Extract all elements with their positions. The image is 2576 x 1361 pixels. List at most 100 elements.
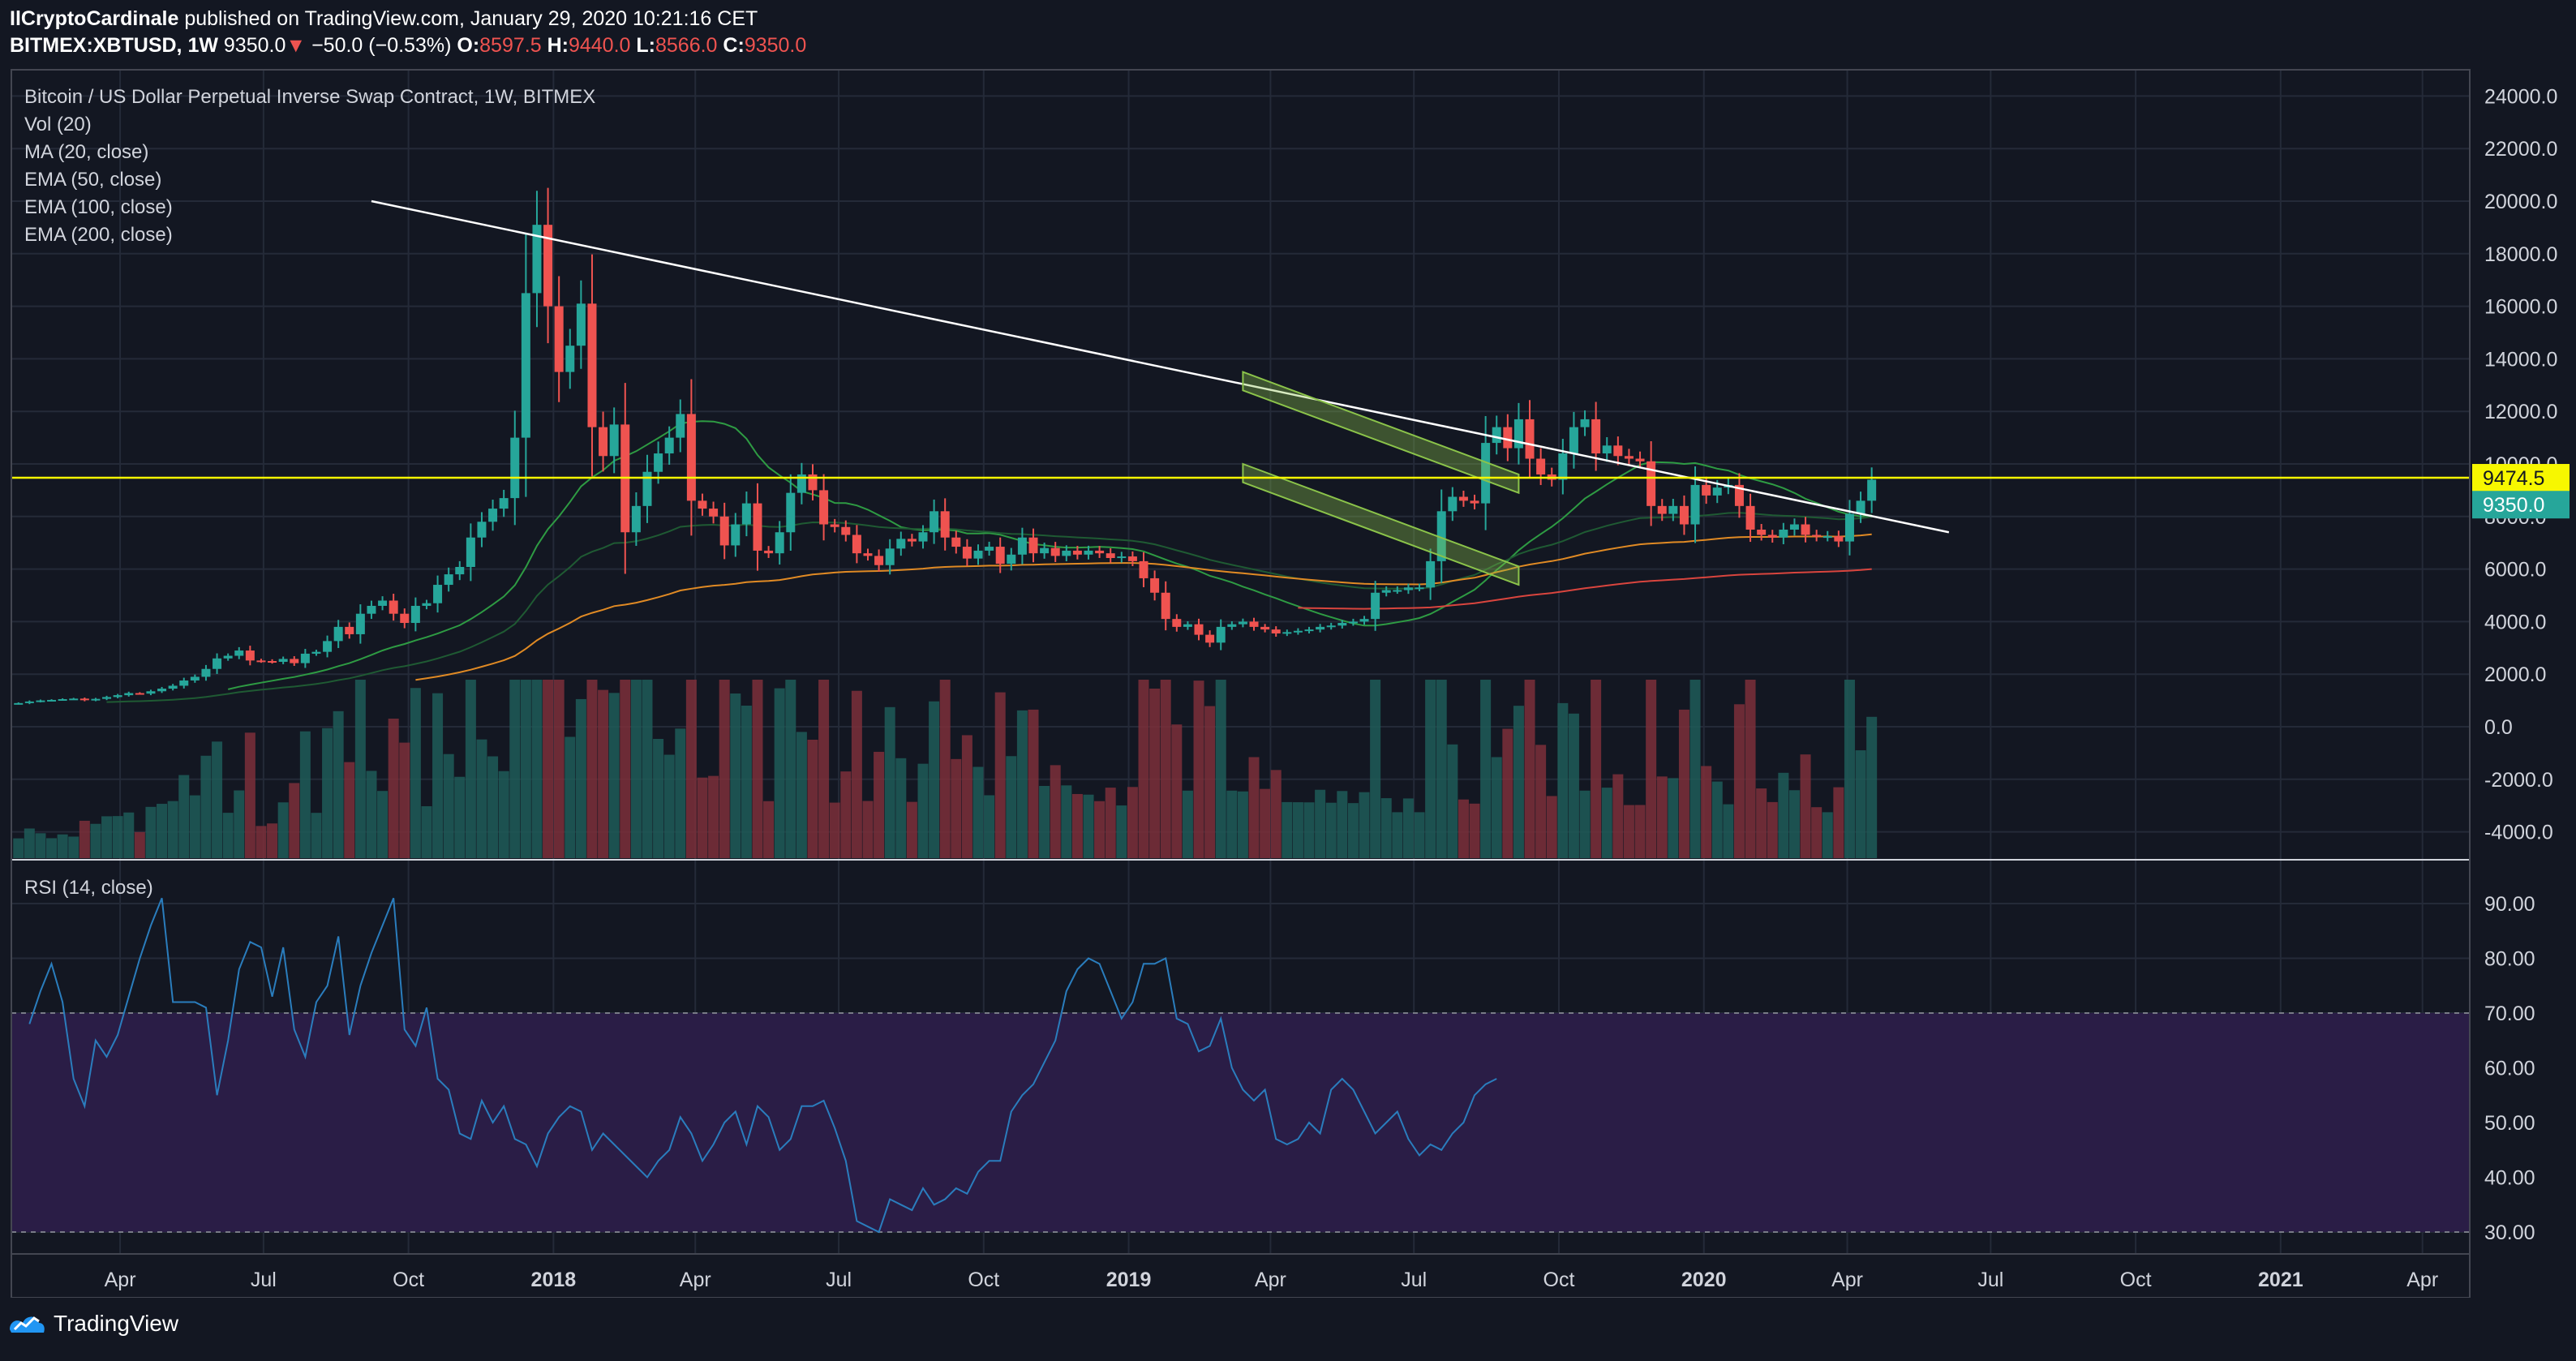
candle[interactable] xyxy=(1525,419,1535,459)
candle[interactable] xyxy=(1734,484,1744,506)
candle[interactable] xyxy=(488,509,498,522)
legend-ema200[interactable]: EMA (200, close) xyxy=(24,224,173,246)
candle[interactable] xyxy=(642,471,652,506)
candle[interactable] xyxy=(1050,547,1060,556)
candle[interactable] xyxy=(466,537,475,568)
candle[interactable] xyxy=(1183,624,1192,627)
candle[interactable] xyxy=(1702,484,1711,496)
candle[interactable] xyxy=(796,474,806,493)
candle[interactable] xyxy=(521,293,530,438)
candle[interactable] xyxy=(1492,427,1501,444)
channel-upper-band[interactable] xyxy=(1242,371,1520,495)
candle[interactable] xyxy=(554,306,564,372)
price-chart[interactable]: 24000.0 22000.0 20000.0 18000.0 16000.0 14000… xyxy=(0,0,2576,1298)
candle[interactable] xyxy=(1337,623,1347,626)
candle[interactable] xyxy=(1403,587,1413,590)
candle[interactable] xyxy=(709,509,719,517)
candle[interactable] xyxy=(455,567,465,575)
candle[interactable] xyxy=(1326,625,1336,628)
candle[interactable] xyxy=(775,532,784,554)
candle[interactable] xyxy=(1348,621,1358,624)
candle[interactable] xyxy=(1812,535,1822,537)
candle[interactable] xyxy=(664,437,674,454)
candle[interactable] xyxy=(477,522,487,538)
candle[interactable] xyxy=(1161,592,1170,620)
candle[interactable] xyxy=(1017,537,1027,555)
candle[interactable] xyxy=(1679,505,1689,525)
candle[interactable] xyxy=(1260,626,1270,630)
drawings[interactable] xyxy=(11,200,2470,586)
candle[interactable] xyxy=(1767,535,1777,538)
candle[interactable] xyxy=(1238,621,1247,625)
candle[interactable] xyxy=(1216,626,1226,643)
legend-ma20[interactable]: MA (20, close) xyxy=(24,141,148,163)
candle[interactable] xyxy=(223,655,233,659)
candle[interactable] xyxy=(1801,524,1810,535)
candle[interactable] xyxy=(1095,550,1105,554)
candle[interactable] xyxy=(896,539,906,549)
candle[interactable] xyxy=(378,600,388,606)
candle[interactable] xyxy=(268,661,277,663)
candle[interactable] xyxy=(543,225,553,307)
candle[interactable] xyxy=(256,660,266,663)
candle[interactable] xyxy=(323,641,333,652)
candle[interactable] xyxy=(499,498,509,509)
candle[interactable] xyxy=(410,605,420,624)
candle[interactable] xyxy=(69,698,79,701)
candle[interactable] xyxy=(841,526,851,535)
author-name[interactable]: IlCryptoCardinale xyxy=(10,7,179,30)
candle[interactable] xyxy=(576,303,586,346)
candle[interactable] xyxy=(1745,505,1755,530)
candle[interactable] xyxy=(609,424,619,457)
candle[interactable] xyxy=(786,492,796,533)
candle[interactable] xyxy=(24,701,34,703)
candle[interactable] xyxy=(1172,619,1182,627)
candle[interactable] xyxy=(565,346,575,372)
candle[interactable] xyxy=(1150,577,1160,593)
candle[interactable] xyxy=(333,626,343,642)
candle[interactable] xyxy=(676,414,685,438)
symbol-name[interactable]: BITMEX:XBTUSD, 1W xyxy=(10,34,218,57)
candle[interactable] xyxy=(1227,624,1237,627)
candle[interactable] xyxy=(907,539,917,542)
candle[interactable] xyxy=(367,605,376,614)
candle[interactable] xyxy=(995,547,1005,565)
candle[interactable] xyxy=(1470,500,1479,504)
candle[interactable] xyxy=(1117,556,1127,559)
candle[interactable] xyxy=(985,547,994,551)
candle[interactable] xyxy=(113,695,122,698)
candle[interactable] xyxy=(1271,629,1281,633)
candle[interactable] xyxy=(1127,556,1137,561)
candle[interactable] xyxy=(1481,443,1491,504)
candle[interactable] xyxy=(1293,630,1303,633)
candle[interactable] xyxy=(1856,500,1865,514)
candle[interactable] xyxy=(213,658,222,669)
candle[interactable] xyxy=(1613,445,1623,457)
candle[interactable] xyxy=(1072,550,1082,555)
candle[interactable] xyxy=(753,503,762,551)
candle[interactable] xyxy=(422,603,431,606)
candle[interactable] xyxy=(1436,511,1446,561)
candle[interactable] xyxy=(1028,537,1038,554)
candle[interactable] xyxy=(631,505,641,533)
candle[interactable] xyxy=(1668,505,1678,514)
candle[interactable] xyxy=(719,516,729,546)
candle[interactable] xyxy=(731,524,741,546)
candle[interactable] xyxy=(1194,624,1204,635)
candle[interactable] xyxy=(951,537,961,547)
candle[interactable] xyxy=(1359,619,1369,622)
candle[interactable] xyxy=(1712,487,1722,496)
candle[interactable] xyxy=(1757,530,1767,535)
candle[interactable] xyxy=(1513,419,1523,449)
candle[interactable] xyxy=(918,532,928,542)
candle[interactable] xyxy=(1635,458,1645,462)
candle[interactable] xyxy=(962,547,972,559)
candle[interactable] xyxy=(201,668,211,677)
candle[interactable] xyxy=(863,553,873,556)
candle[interactable] xyxy=(355,613,365,634)
candle[interactable] xyxy=(1249,621,1259,627)
candle[interactable] xyxy=(79,698,89,701)
candle[interactable] xyxy=(599,427,608,457)
candle[interactable] xyxy=(1106,553,1115,558)
candle[interactable] xyxy=(874,556,884,565)
